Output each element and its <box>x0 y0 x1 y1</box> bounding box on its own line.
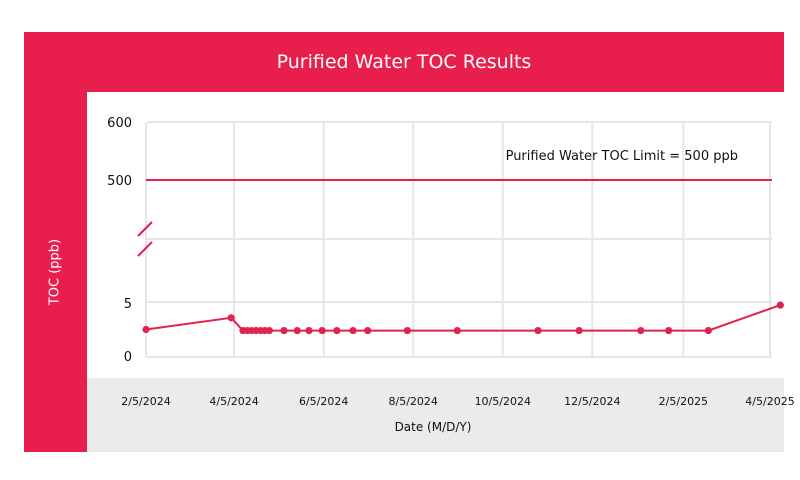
y-axis-label-bar: TOC (ppb) <box>24 92 87 452</box>
data-point <box>364 326 372 335</box>
axis-break-mark <box>137 241 153 257</box>
data-point <box>534 326 542 335</box>
x-tick-label: 10/5/2024 <box>475 395 531 408</box>
x-tick-label: 12/5/2024 <box>564 395 620 408</box>
data-point <box>293 326 301 335</box>
data-point <box>704 326 712 335</box>
limit-line-label: Purified Water TOC Limit = 500 ppb <box>506 149 738 164</box>
data-point <box>665 326 673 335</box>
data-point <box>333 326 341 335</box>
title-bar: Purified Water TOC Results <box>24 32 784 92</box>
data-point <box>305 326 313 335</box>
data-point <box>227 314 235 322</box>
data-point <box>142 325 150 334</box>
data-point <box>280 326 288 335</box>
y-tick-label: 600 <box>107 116 132 131</box>
data-point <box>637 326 645 335</box>
data-point <box>265 326 273 335</box>
x-tick-label: 4/5/2024 <box>209 395 258 408</box>
data-point <box>403 326 411 335</box>
x-tick-label: 6/5/2024 <box>299 395 348 408</box>
x-axis-band <box>87 378 784 452</box>
x-tick-label: 8/5/2024 <box>389 395 438 408</box>
data-point <box>318 326 326 335</box>
data-point <box>776 301 784 309</box>
data-point <box>575 326 583 335</box>
data-point <box>349 326 357 335</box>
x-tick-label: 4/5/2025 <box>745 395 794 408</box>
x-tick-label: 2/5/2025 <box>659 395 708 408</box>
chart-frame: Purified Water TOC Results TOC (ppb) <box>24 32 784 452</box>
x-tick-label: 2/5/2024 <box>121 395 170 408</box>
x-axis-label: Date (M/D/Y) <box>395 420 472 434</box>
data-point <box>453 326 461 335</box>
y-tick-label: 500 <box>107 174 132 189</box>
y-tick-label: 5 <box>124 297 132 312</box>
series-line <box>145 304 781 332</box>
chart-title: Purified Water TOC Results <box>276 51 532 73</box>
axis-break-mark <box>137 221 153 237</box>
y-tick-label: 0 <box>124 350 132 365</box>
